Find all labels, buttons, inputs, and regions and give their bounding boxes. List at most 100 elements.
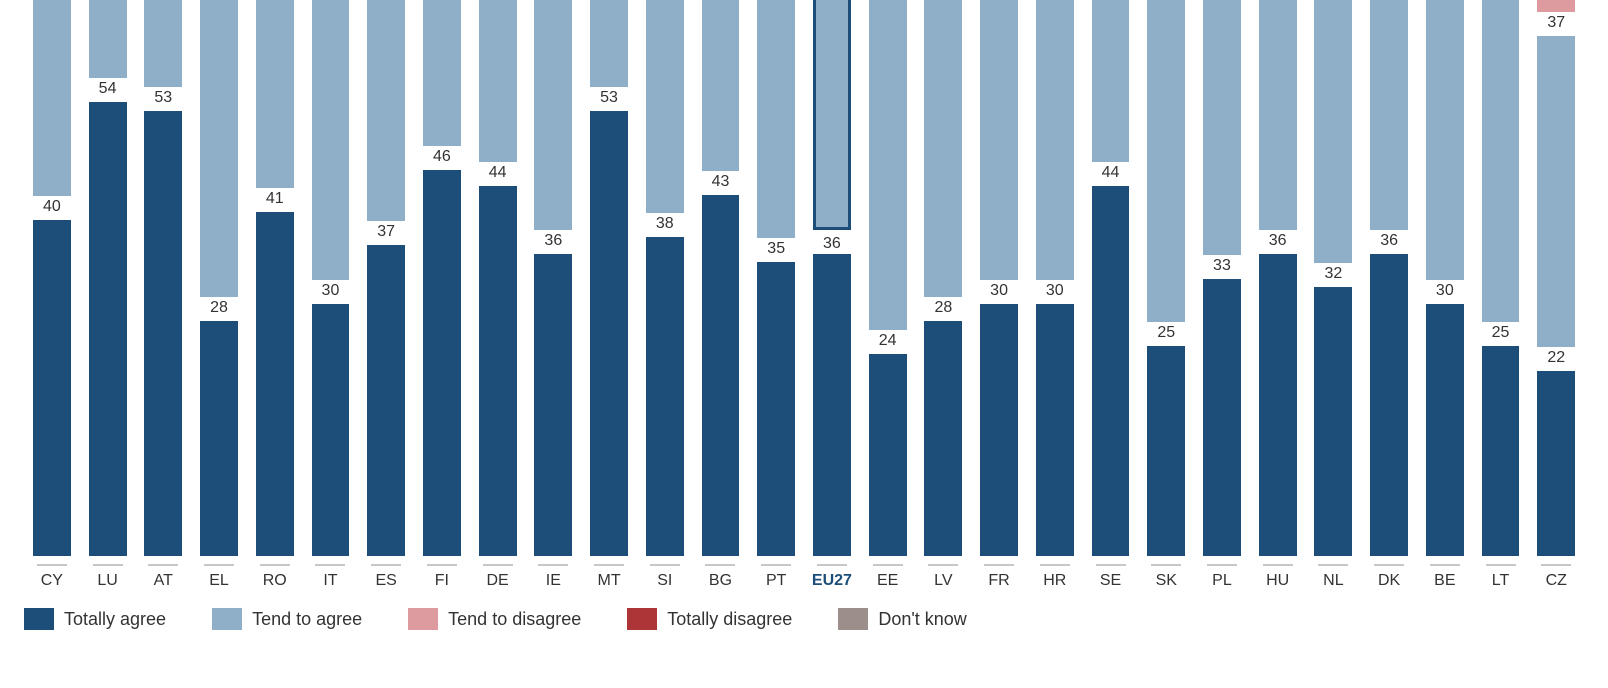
bar-segment-totally_agree: 22 (1537, 371, 1575, 556)
country-code: BE (1434, 572, 1455, 590)
bar-segment-tend_agree: 44 (1036, 0, 1074, 280)
bar-segment-totally_agree: 24 (869, 354, 907, 556)
country-code: AT (154, 572, 173, 590)
flag-icon (1040, 564, 1070, 566)
country-column: 18372844SE (1083, 10, 1139, 590)
country-column: 178163722CZ (1528, 10, 1584, 590)
segment-value-label: 40 (33, 198, 71, 216)
country-column: 20463436DK (1361, 10, 1417, 590)
flag-icon (1541, 564, 1571, 566)
country-column: 11283544DE (470, 10, 526, 590)
bar-segment-totally_agree: 36 (534, 254, 572, 556)
country-column: 12453346FI (414, 10, 470, 590)
bar-segment-totally_agree: 40 (33, 220, 71, 556)
bar-segment-totally_agree: 32 (1314, 287, 1352, 556)
country-code: CZ (1546, 572, 1567, 590)
bar-segment-tend_agree: 36 (1259, 0, 1297, 230)
flag-icon (1374, 564, 1404, 566)
bar-segment-tend_agree: 35 (479, 0, 517, 162)
bar-segment-totally_agree: 54 (89, 102, 127, 556)
segment-value-label: 44 (1092, 164, 1130, 182)
flag-icon (538, 564, 568, 566)
flag-icon (1318, 564, 1348, 566)
segment-value-label: 41 (256, 190, 294, 208)
flag-icon (371, 564, 401, 566)
stacked-bar-chart: 4254940CY7253254LU8273053AT7295428EL7384… (24, 10, 1584, 590)
segment-value-label: 28 (200, 299, 238, 317)
country-column: 102134728LV (916, 10, 972, 590)
country-column: 8273053AT (135, 10, 191, 590)
bar-segment-tend_agree: 35 (702, 0, 740, 171)
bar-segment-tend_agree: 40 (646, 0, 684, 213)
bar-segment-totally_agree: 30 (312, 304, 350, 556)
country-column: 9285130IT (303, 10, 359, 590)
country-code: MT (597, 572, 620, 590)
flag-icon (427, 564, 457, 566)
country-column: 11284336IE (525, 10, 581, 590)
bar-segment-tend_agree: 43 (367, 0, 405, 221)
segment-value-label: 53 (144, 89, 182, 107)
country-code: IE (546, 572, 561, 590)
country-column: 11394136EU27 (804, 10, 860, 590)
country-column: 7384141RO (247, 10, 303, 590)
bar-segment-tend_agree: 49 (33, 0, 71, 196)
bar-segment-tend_agree: 28 (1092, 0, 1130, 162)
country-column: 133104430FR (971, 10, 1027, 590)
bar-segment-tend_agree: 44 (980, 0, 1018, 280)
flag-icon (817, 564, 847, 566)
flag-icon (1207, 564, 1237, 566)
segment-value-label: 24 (869, 332, 907, 350)
country-code: FR (988, 572, 1009, 590)
bar-segment-totally_agree: 28 (200, 321, 238, 556)
country-code: BG (709, 572, 732, 590)
bar-segment-totally_agree: 35 (757, 262, 795, 556)
bar-segment-totally_agree: 25 (1147, 346, 1185, 556)
bar-segment-totally_agree: 25 (1482, 346, 1520, 556)
country-code: EE (877, 572, 898, 590)
segment-value-label: 28 (924, 299, 962, 317)
segment-value-label: 22 (1537, 349, 1575, 367)
bar-segment-tend_agree: 45 (1482, 0, 1520, 322)
flag-icon (148, 564, 178, 566)
country-code: FI (435, 572, 449, 590)
flag-icon (594, 564, 624, 566)
bar-segment-totally_agree: 53 (590, 111, 628, 556)
bar-segment-totally_agree: 36 (1259, 254, 1297, 556)
bar-segment-totally_agree: 46 (423, 170, 461, 556)
flag-icon (93, 564, 123, 566)
country-code: EL (209, 572, 229, 590)
flag-icon (1263, 564, 1293, 566)
flag-icon (483, 564, 513, 566)
segment-value-label: 30 (1426, 282, 1464, 300)
country-code: DK (1378, 572, 1400, 590)
bar-segment-tend_agree: 54 (200, 0, 238, 297)
bar-segment-tend_agree: 34 (1370, 0, 1408, 230)
bar-segment-tend_agree: 43 (534, 0, 572, 230)
bar-segment-totally_agree: 41 (256, 212, 294, 556)
country-column: 7253254LU (80, 10, 136, 590)
bar-segment-totally_agree: 44 (1092, 186, 1130, 556)
flag-icon (650, 564, 680, 566)
flag-icon (37, 564, 67, 566)
country-code: IT (323, 572, 337, 590)
flag-icon (315, 564, 345, 566)
segment-value-label: 35 (757, 240, 795, 258)
flag-icon (705, 564, 735, 566)
bar-segment-tend_agree: 40 (1426, 0, 1464, 280)
legend-swatch (627, 608, 657, 630)
country-code: PL (1212, 572, 1232, 590)
legend-item: Tend to disagree (408, 608, 581, 630)
segment-value-label: 37 (367, 223, 405, 241)
bar-segment-tend_agree: 53 (869, 0, 907, 330)
flag-icon (1430, 564, 1460, 566)
segment-value-label: 37 (1537, 14, 1575, 32)
legend-label: Totally disagree (667, 609, 792, 630)
country-code: RO (263, 572, 287, 590)
bar-segment-tend_agree: 39 (1314, 0, 1352, 263)
country-column: 7295428EL (191, 10, 247, 590)
country-column: 9294337ES (358, 10, 414, 590)
country-code: EU27 (812, 572, 852, 590)
country-code: SI (657, 572, 672, 590)
country-column: 4254940CY (24, 10, 80, 590)
bar-segment-tend_agree: 42 (757, 0, 795, 238)
